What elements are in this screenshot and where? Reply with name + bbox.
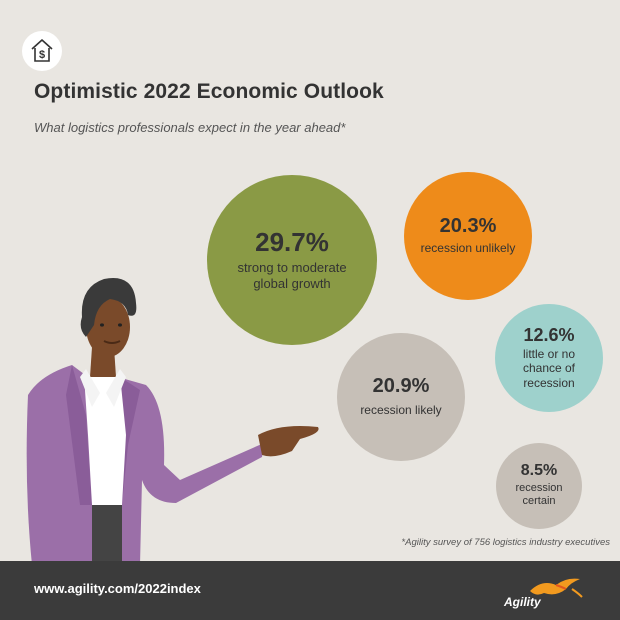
bubble-value: 29.7% xyxy=(255,226,329,257)
website-link[interactable]: www.agility.com/2022index xyxy=(34,581,201,596)
bubble-label: little or no chance of recession xyxy=(522,346,576,390)
bubble-little-or-no-chance: 12.6% little or no chance of recession xyxy=(495,304,603,412)
bubble-value: 12.6% xyxy=(523,324,575,345)
svg-text:$: $ xyxy=(39,49,45,61)
page-title: Optimistic 2022 Economic Outlook xyxy=(34,80,384,103)
bubble-label: recession likely xyxy=(360,403,442,418)
bubble-recession-likely: 20.9% recession likely xyxy=(337,333,465,461)
page-subtitle: What logistics professionals expect in t… xyxy=(34,120,346,135)
bubble-value: 20.9% xyxy=(372,375,430,398)
bubble-recession-certain: 8.5% recession certain xyxy=(496,443,582,529)
bubble-label: recession unlikely xyxy=(420,241,516,256)
agility-logo: Agility xyxy=(498,573,588,613)
bubble-label: recession certain xyxy=(515,482,563,508)
bubble-value: 8.5% xyxy=(520,462,558,480)
presenter-illustration xyxy=(26,278,319,565)
bubble-value: 20.3% xyxy=(439,215,497,238)
logo-wordmark: Agility xyxy=(504,595,541,609)
house-dollar-icon: $ xyxy=(22,31,62,71)
footer-bar: www.agility.com/2022index Agility xyxy=(0,561,620,620)
bubble-label: strong to moderate global growth xyxy=(237,260,347,291)
dragon-logo-icon xyxy=(530,578,583,598)
survey-footnote: *Agility survey of 756 logistics industr… xyxy=(401,537,610,548)
bubble-strong-growth: 29.7% strong to moderate global growth xyxy=(207,175,377,345)
bubble-recession-unlikely: 20.3% recession unlikely xyxy=(404,172,532,300)
